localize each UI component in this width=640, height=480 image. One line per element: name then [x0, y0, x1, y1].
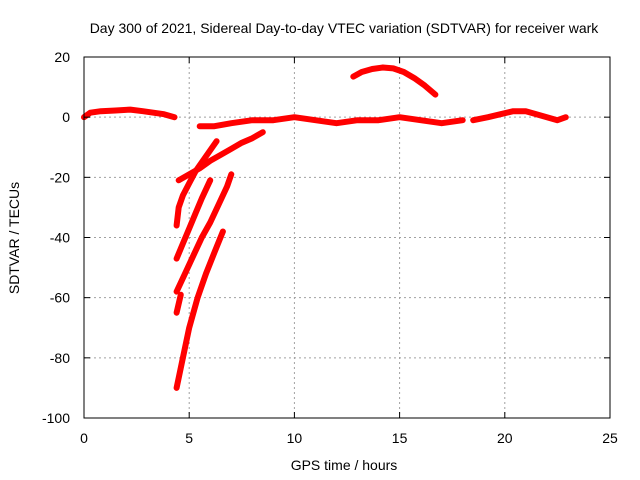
x-tick-label: 20 [497, 430, 513, 446]
series-layer [81, 64, 569, 391]
y-tick-label: 0 [62, 109, 70, 125]
y-tick-label: -60 [50, 290, 70, 306]
series-baseline-early [81, 106, 178, 121]
series-hump [350, 64, 439, 98]
series-baseline-late [470, 108, 569, 124]
y-tick-label: -40 [50, 230, 70, 246]
y-tick-label: 20 [54, 49, 70, 65]
tick-layer: 0 5 10 15 20 25 -100 -80 -60 -40 -20 0 20 [42, 49, 618, 446]
series-rise-f [173, 228, 226, 391]
y-tick-label: -20 [50, 169, 70, 185]
y-tick-label: -100 [42, 410, 70, 426]
series-baseline-mid [196, 114, 466, 130]
y-axis-label: SDTVAR / TECUs [6, 182, 22, 294]
series-rise-d [173, 171, 235, 295]
x-tick-label: 10 [287, 430, 303, 446]
x-axis-label: GPS time / hours [291, 457, 398, 473]
x-tick-label: 25 [602, 430, 618, 446]
series-rise-b [173, 138, 220, 229]
chart-title: Day 300 of 2021, Sidereal Day-to-day VTE… [90, 20, 600, 36]
series-rise-c [173, 177, 214, 262]
x-tick-label: 0 [80, 430, 88, 446]
x-tick-label: 5 [185, 430, 193, 446]
y-tick-label: -80 [50, 350, 70, 366]
x-tick-label: 15 [392, 430, 408, 446]
series-rise-e [173, 291, 184, 316]
